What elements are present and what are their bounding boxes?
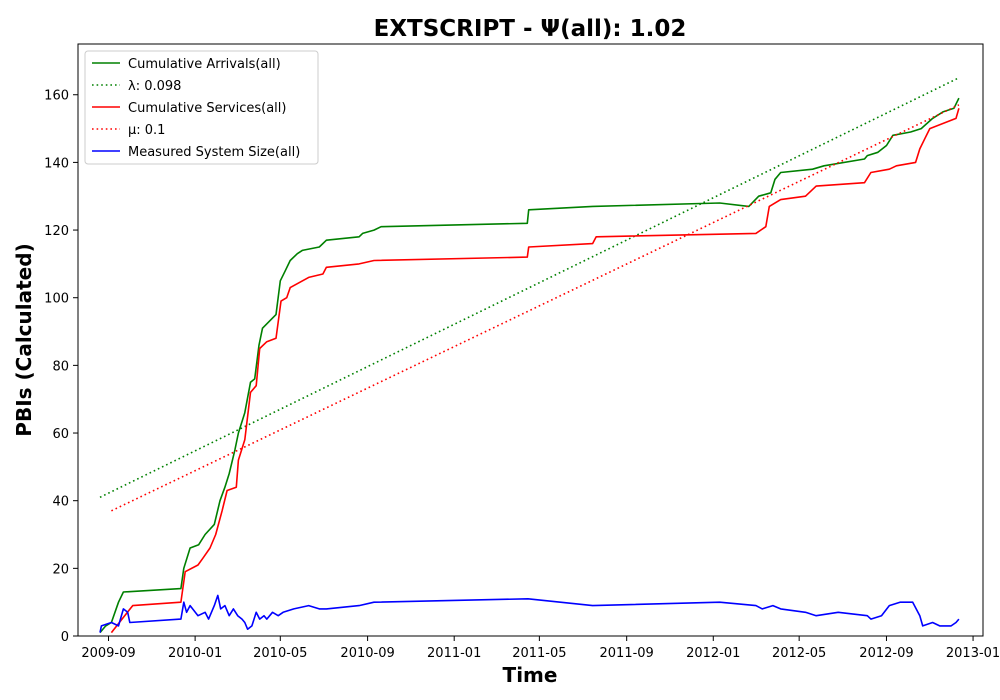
x-axis-title: Time [503, 663, 558, 687]
x-tick-label: 2012-09 [859, 646, 913, 661]
legend-label-0: Cumulative Arrivals(all) [128, 57, 281, 72]
series-layer [99, 77, 960, 634]
x-tick-label: 2012-05 [772, 646, 826, 661]
series-line-measured-system-size-all [99, 594, 960, 633]
y-tick-label: 100 [44, 292, 69, 307]
chart-title: EXTSCRIPT - Ψ(all): 1.02 [374, 16, 687, 42]
axes-layer: 2009-09 2010-01 2010-05 2010-09 2011-01 2011-… [44, 43, 1000, 661]
legend-box [84, 50, 319, 165]
legend-label-1: λ: 0.098 [128, 79, 181, 94]
x-tick-label: 2009-09 [81, 646, 135, 661]
x-tick-label: 2010-05 [253, 646, 307, 661]
legend: Cumulative Arrivals(all) λ: 0.098 Cumulati… [84, 50, 319, 165]
x-tick-label: 2011-09 [600, 646, 654, 661]
legend-label-2: Cumulative Services(all) [128, 101, 286, 116]
y-tick-label: 160 [44, 89, 69, 104]
y-tick-label: 120 [44, 224, 69, 239]
x-tick-label: 2011-01 [427, 646, 481, 661]
y-tick-label: 0 [61, 630, 69, 645]
series-line-cumulative-arrivals-all [99, 97, 960, 634]
plot-frame [77, 43, 984, 637]
y-tick-label: 60 [52, 427, 69, 442]
series-line-0-098 [99, 77, 960, 499]
x-tick-label: 2013-01 [946, 646, 1000, 661]
x-tick-label: 2010-09 [340, 646, 394, 661]
x-tick-label: 2010-01 [168, 646, 222, 661]
series-line-0-1 [111, 104, 960, 512]
legend-label-4: Measured System Size(all) [128, 145, 300, 160]
x-tick-label: 2011-05 [512, 646, 566, 661]
y-tick-label: 20 [52, 562, 69, 577]
y-tick-label: 140 [44, 156, 69, 171]
y-tick-label: 40 [52, 495, 69, 510]
y-axis-title: PBIs (Calculated) [12, 243, 36, 436]
series-line-cumulative-services-all [110, 108, 960, 634]
y-tick-label: 80 [52, 359, 69, 374]
legend-label-3: μ: 0.1 [128, 123, 165, 138]
x-tick-label: 2012-01 [686, 646, 740, 661]
